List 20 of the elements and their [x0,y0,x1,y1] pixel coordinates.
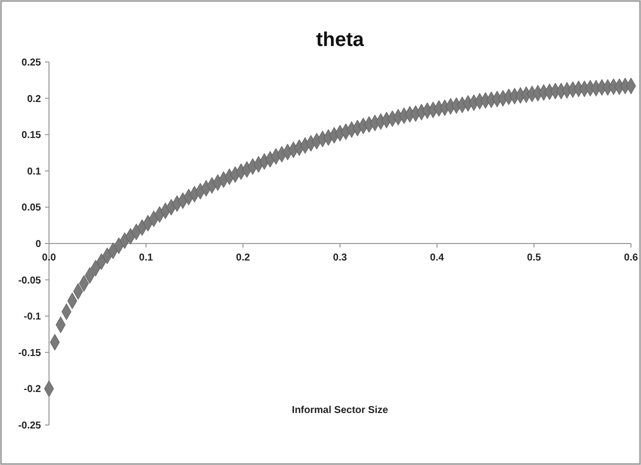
x-tick-label: 0.0 [42,252,56,264]
y-tick-label: -0.25 [18,420,42,432]
x-tick-label: 0.5 [527,252,542,264]
y-tick-label: 0.05 [22,202,42,214]
x-tick-label: 0.6 [624,252,638,264]
y-tick-label: 0.2 [27,94,42,105]
x-tick-label: 0.4 [430,252,444,264]
x-tick-label: 0.1 [139,252,154,264]
y-tick-label: 0.15 [22,130,42,142]
x-tick-label: 0.3 [333,252,348,264]
x-tick-label: 0.2 [236,252,250,264]
y-tick-label: 0.25 [22,58,42,68]
y-tick-label: 0 [35,239,42,250]
x-axis-title: Informal Sector Size [292,405,389,416]
y-tick-label: -0.15 [18,348,42,359]
y-tick-label: -0.05 [18,275,42,286]
chart-title: theta [316,29,365,51]
y-tick-label: 0.1 [27,166,42,178]
y-tick-label: -0.1 [24,312,42,323]
y-tick-label: -0.2 [24,384,42,396]
